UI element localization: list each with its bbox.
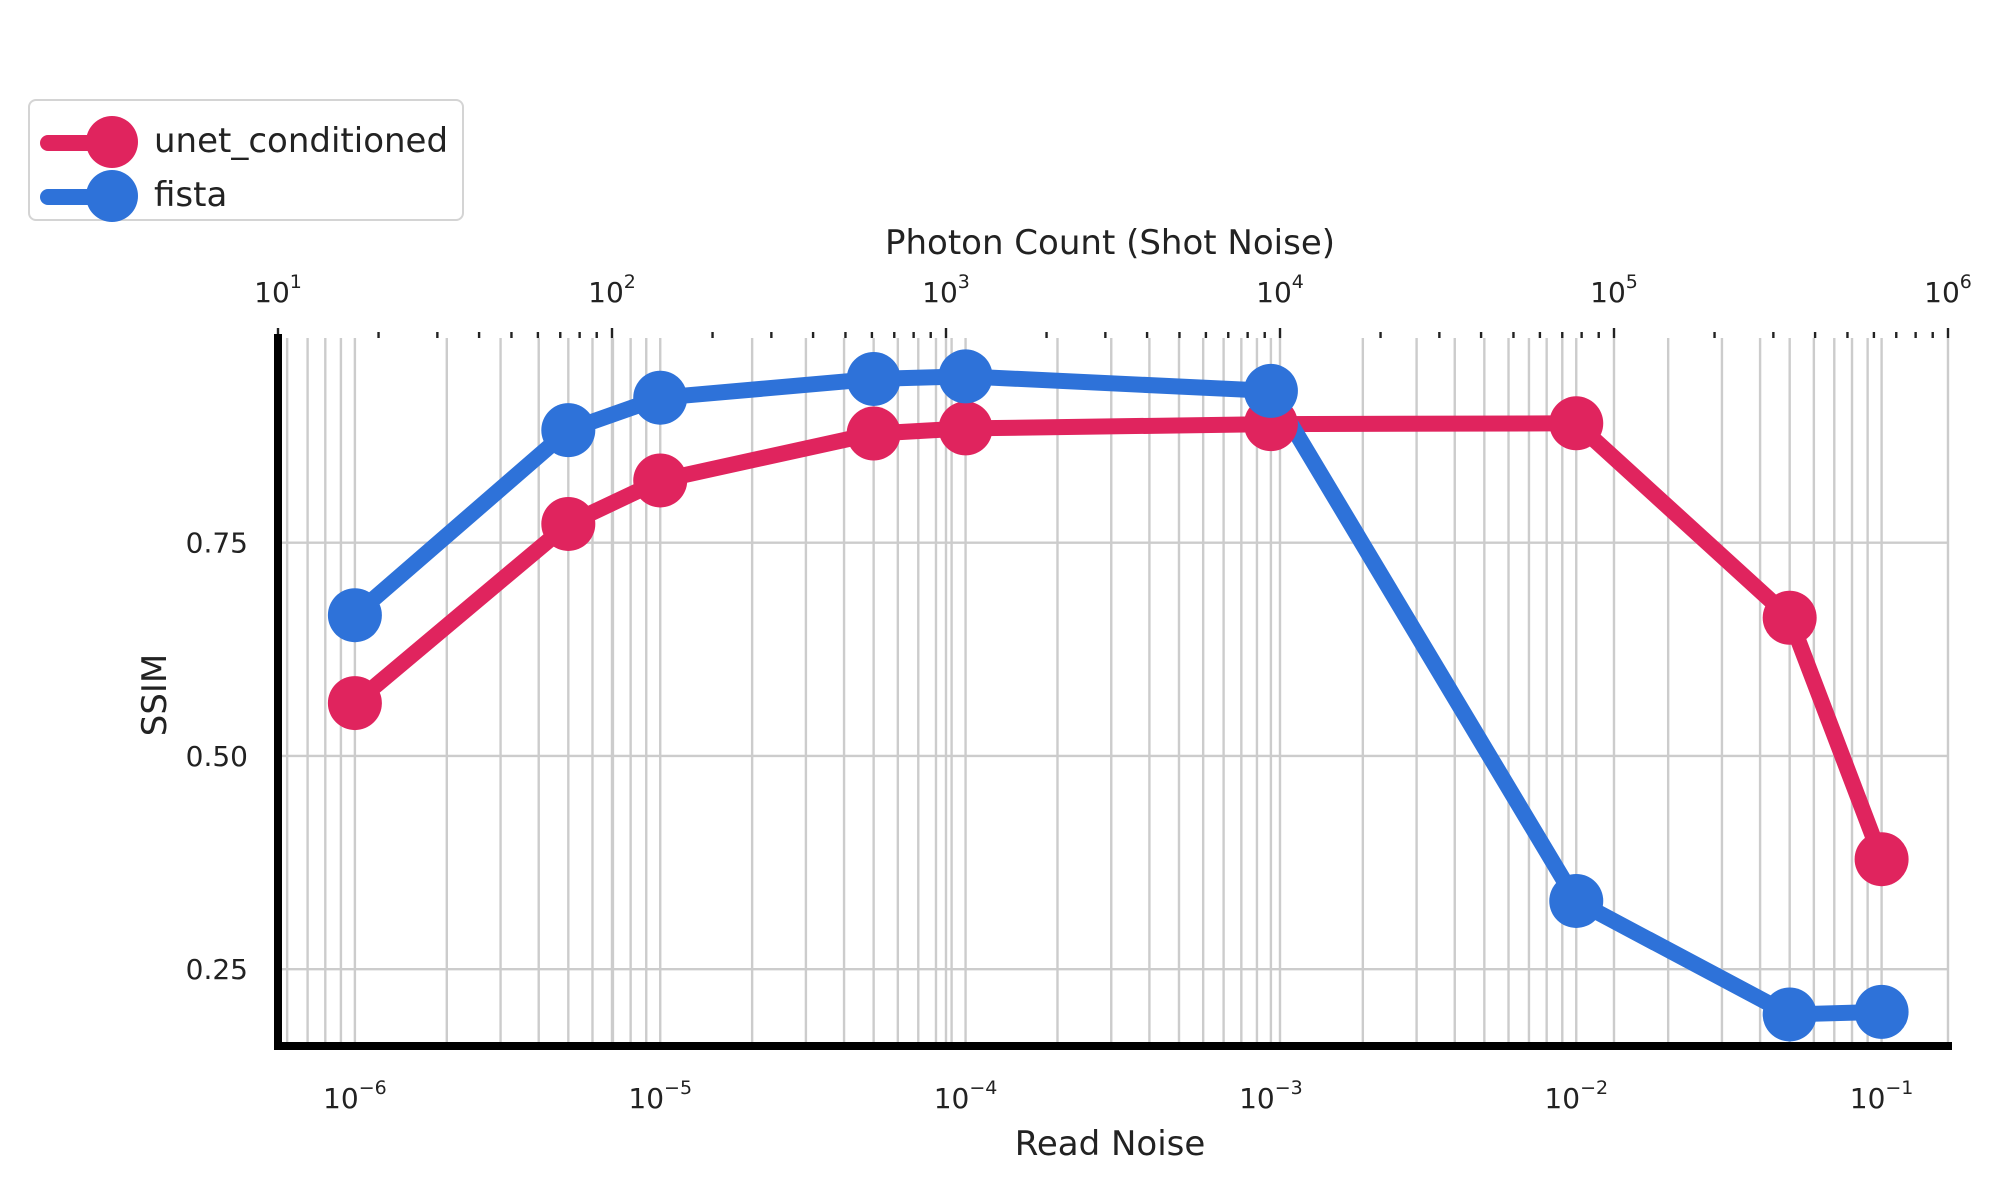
y-axis-title: SSIM: [135, 654, 175, 737]
legend: unet_conditioned fista: [28, 99, 464, 222]
x-tick-label: 10−6: [323, 1077, 387, 1115]
x-tick-label: 10−3: [1239, 1077, 1303, 1115]
data-point-unet-conditioned: [1854, 832, 1909, 887]
data-point-unet-conditioned: [541, 496, 596, 551]
top-tick-label: 104: [1256, 271, 1304, 309]
data-point-fista: [938, 349, 993, 404]
data-point-fista: [1762, 987, 1817, 1042]
top-tick-label: 101: [254, 271, 302, 309]
data-point-fista: [1243, 363, 1298, 418]
data-point-unet-conditioned: [1762, 590, 1817, 645]
axes: 101 102 103 104 105 106 10−6 10−5 10−4 10−3 10−2 10…: [186, 271, 1972, 1115]
data-point-fista: [1549, 873, 1604, 928]
data-point-fista: [1854, 984, 1909, 1039]
y-tick-label: 0.75: [186, 527, 248, 560]
legend-item-unet-conditioned: unet_conditioned: [30, 113, 462, 168]
top-tick-label: 102: [588, 271, 636, 309]
series-line-unet-conditioned: [346, 415, 1890, 868]
data-point-unet-conditioned: [633, 453, 688, 508]
data-point-fista: [327, 588, 382, 643]
series-line-fista: [346, 368, 1890, 1023]
x-tick-label: 10−4: [934, 1077, 998, 1115]
legend-item-fista: fista: [30, 167, 462, 222]
x-tick-label: 10−5: [628, 1077, 692, 1115]
data-point-unet-conditioned: [1549, 396, 1604, 451]
x-tick-label: 10−1: [1850, 1077, 1914, 1115]
data-point-unet-conditioned: [938, 401, 993, 456]
data-point-fista: [541, 403, 596, 458]
data-point-fista: [633, 370, 688, 425]
legend-label: fista: [154, 175, 228, 215]
data-point-unet-conditioned: [846, 406, 901, 461]
data-point-fista: [846, 351, 901, 406]
y-tick-label: 0.50: [186, 740, 248, 773]
top-tick-label: 106: [1924, 271, 1972, 309]
legend-swatch-marker: [86, 170, 138, 222]
legend-swatch-marker: [86, 116, 138, 168]
y-tick-label: 0.25: [186, 953, 248, 986]
top-tick-label: 103: [922, 271, 970, 309]
data-point-unet-conditioned: [327, 676, 382, 731]
x-tick-label: 10−2: [1544, 1077, 1608, 1115]
legend-label: unet_conditioned: [154, 121, 449, 161]
top-tick-label: 105: [1590, 271, 1638, 309]
top-axis-title: Photon Count (Shot Noise): [885, 223, 1335, 263]
grid: [276, 338, 1950, 1046]
series-layer: [327, 349, 1909, 1042]
x-axis-title: Read Noise: [1015, 1124, 1206, 1164]
